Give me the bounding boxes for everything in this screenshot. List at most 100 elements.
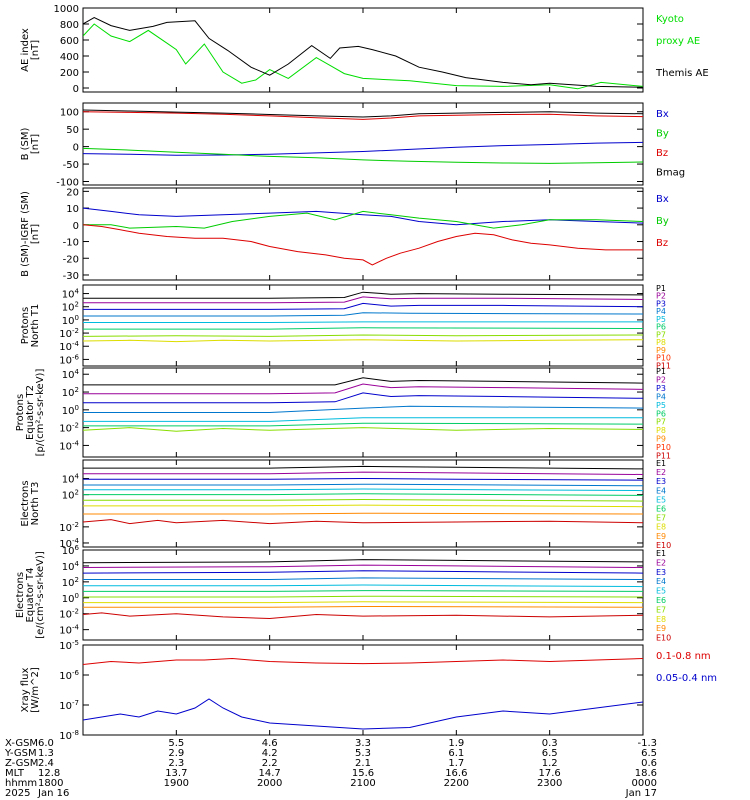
footer-value: Jan 16	[37, 788, 69, 799]
panel-5	[82, 367, 644, 458]
y-tick-label: 10-6	[59, 669, 79, 682]
legend-entry: P2	[656, 375, 666, 384]
series-line-e2	[83, 471, 643, 475]
footer-value: 16.6	[445, 768, 467, 779]
footer-value: 1900	[164, 778, 189, 789]
series-line-p3	[83, 392, 643, 404]
y-axis-label: Protons	[15, 394, 26, 431]
legend-entry: E3	[656, 477, 666, 486]
y-tick-label: 10-2	[59, 422, 79, 435]
y-axis-label: Equator T4	[25, 568, 36, 623]
legend-entry: E9	[656, 624, 666, 633]
footer-value: 12.8	[38, 768, 60, 779]
y-tick-label: 100	[62, 314, 79, 327]
legend-entry: P9	[656, 435, 666, 444]
legend-entry: Bmag	[656, 168, 685, 179]
y-axis-label: B (SM)	[20, 127, 31, 160]
footer-value: 0.3	[542, 738, 558, 749]
footer-row-label: 2025	[5, 788, 30, 799]
y-axis-label: [nT]	[30, 40, 41, 60]
y-tick-label: 20	[66, 187, 79, 198]
y-axis-label: AE index	[20, 28, 31, 72]
footer-row-label: Z-GSM	[5, 758, 38, 769]
series-line-e4	[83, 577, 643, 580]
footer-row-label: MLT	[5, 768, 25, 779]
footer-value: 17.6	[539, 768, 561, 779]
series-line-e1	[83, 559, 643, 564]
footer-value: 0000	[632, 778, 657, 789]
legend-entry: P8	[656, 426, 666, 435]
series-line-e5	[83, 584, 643, 588]
legend-entry: 0.05-0.4 nm	[656, 673, 717, 684]
legend-entry: E9	[656, 532, 666, 541]
panel-1	[82, 7, 644, 93]
series-line-e3	[83, 570, 643, 574]
panel-7	[82, 549, 644, 641]
footer-value: 2.9	[168, 748, 184, 759]
footer-value: 6.5	[542, 748, 558, 759]
y-axis-label: Electrons	[15, 572, 26, 618]
legend-entry: P8	[656, 338, 666, 347]
y-tick-label: 10-8	[59, 729, 79, 742]
footer-value: 2.2	[262, 758, 278, 769]
legend-entry: P2	[656, 292, 666, 301]
footer-value: 18.6	[635, 768, 657, 779]
legend-entry: E6	[656, 596, 666, 605]
series-line-p6	[83, 422, 643, 427]
footer-value: 4.6	[262, 738, 278, 749]
legend-entry: proxy AE	[656, 36, 700, 47]
panel-8	[82, 644, 644, 736]
y-tick-label: 10-2	[59, 608, 79, 621]
series-line-bx	[83, 141, 643, 156]
y-tick-label: 100	[60, 108, 79, 119]
footer-value: 6.5	[641, 748, 657, 759]
legend-entry: Bz	[656, 238, 668, 249]
legend-entry: E8	[656, 523, 666, 532]
series-line-e9	[83, 512, 643, 515]
y-tick-label: 10-4	[59, 624, 79, 637]
y-tick-label: 10-2	[59, 327, 79, 340]
series-line-p4	[83, 312, 643, 317]
y-tick-label: 10	[66, 204, 79, 215]
series-line-e8	[83, 504, 643, 508]
series-line-bz	[83, 111, 643, 120]
series-line-e10	[83, 612, 643, 620]
y-tick-label: 10-2	[59, 521, 79, 534]
footer-value: 1.3	[38, 748, 54, 759]
legend-entry: E8	[656, 615, 666, 624]
legend-entry: P1	[656, 284, 666, 293]
footer-value: 0.6	[641, 758, 657, 769]
series-line-e1	[83, 465, 643, 470]
legend-entry: Bx	[656, 194, 669, 205]
legend-entry: P4	[656, 392, 666, 401]
legend-entry: P11	[656, 452, 671, 461]
y-tick-label: 102	[62, 489, 79, 502]
footer-value: 4.2	[262, 748, 278, 759]
series-line-p1	[83, 291, 643, 299]
footer-value: 1.7	[448, 758, 464, 769]
legend-entry: P10	[656, 443, 671, 452]
legend-entry: P5	[656, 315, 666, 324]
series-line-by	[83, 147, 643, 164]
footer-value: 15.6	[352, 768, 374, 779]
y-tick-label: -50	[63, 160, 79, 171]
series-line-p2	[83, 296, 643, 304]
legend-entry: P11	[656, 361, 671, 370]
y-axis-label: Xray flux	[20, 668, 31, 713]
legend-entry: Bx	[656, 109, 669, 120]
footer-row-label: Y-GSM	[4, 748, 37, 759]
y-axis-label: [W/m^2]	[30, 667, 41, 713]
y-tick-label: 100	[62, 404, 79, 417]
y-tick-label: 600	[60, 36, 79, 47]
y-tick-label: 400	[60, 52, 79, 63]
y-tick-label: 102	[62, 576, 79, 589]
legend-entry: E4	[656, 486, 666, 495]
y-tick-label: 102	[62, 386, 79, 399]
series-line-kyoto-proxy-ae	[83, 23, 643, 90]
series-line-e2	[83, 564, 643, 568]
footer-value: 1800	[38, 778, 63, 789]
series-line-0-1-0-8-nm	[83, 657, 643, 665]
legend-entry: E10	[656, 541, 671, 550]
series-line-p3	[83, 302, 643, 310]
